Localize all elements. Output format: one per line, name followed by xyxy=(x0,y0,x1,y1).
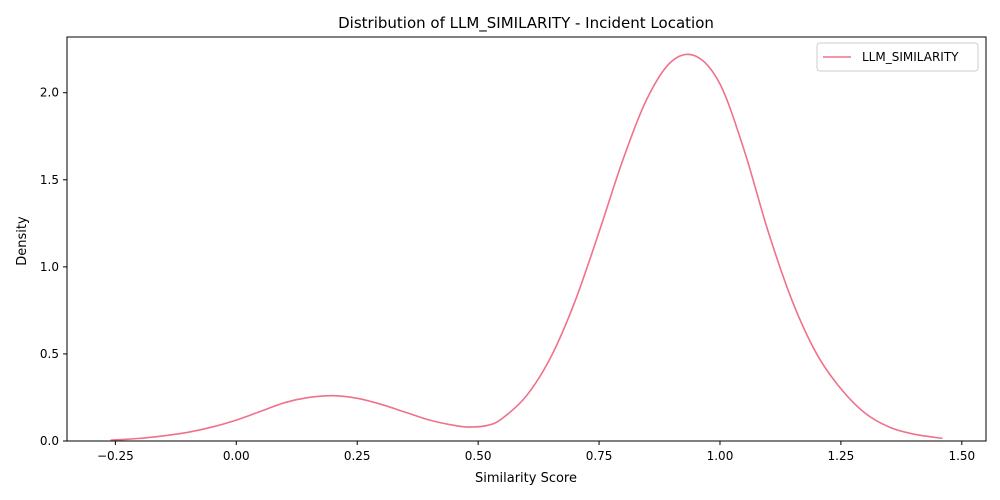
axis-ticks: −0.25 0.00 0.25 0.50 0.75 1.00 1.25 1.50 0.0 0.5 1… xyxy=(40,86,975,463)
y-tick-label: 1.0 xyxy=(40,260,59,274)
plot-frame xyxy=(66,36,987,442)
x-tick-label: 1.00 xyxy=(707,449,734,463)
x-tick-label: 0.50 xyxy=(465,449,492,463)
density-line xyxy=(110,53,943,441)
legend: LLM_SIMILARITY xyxy=(816,42,979,72)
x-tick-label: 0.00 xyxy=(223,449,250,463)
y-axis-title: Density xyxy=(15,216,30,266)
x-tick-label: 1.50 xyxy=(948,449,975,463)
legend-box xyxy=(816,42,979,72)
x-axis-title: Similarity Score xyxy=(475,471,577,486)
series-layer xyxy=(110,53,943,441)
y-tick-label: 2.0 xyxy=(40,86,59,100)
chart-title: Distribution of LLM_SIMILARITY - Inciden… xyxy=(338,14,714,33)
x-tick-label: 1.25 xyxy=(828,449,855,463)
y-tick-label: 1.5 xyxy=(40,173,59,187)
x-tick-label: −0.25 xyxy=(97,449,134,463)
x-tick-label: 0.75 xyxy=(586,449,613,463)
y-tick-label: 0.0 xyxy=(40,434,59,448)
y-tick-label: 0.5 xyxy=(40,347,59,361)
x-tick-label: 0.25 xyxy=(344,449,371,463)
legend-label: LLM_SIMILARITY xyxy=(862,50,959,64)
